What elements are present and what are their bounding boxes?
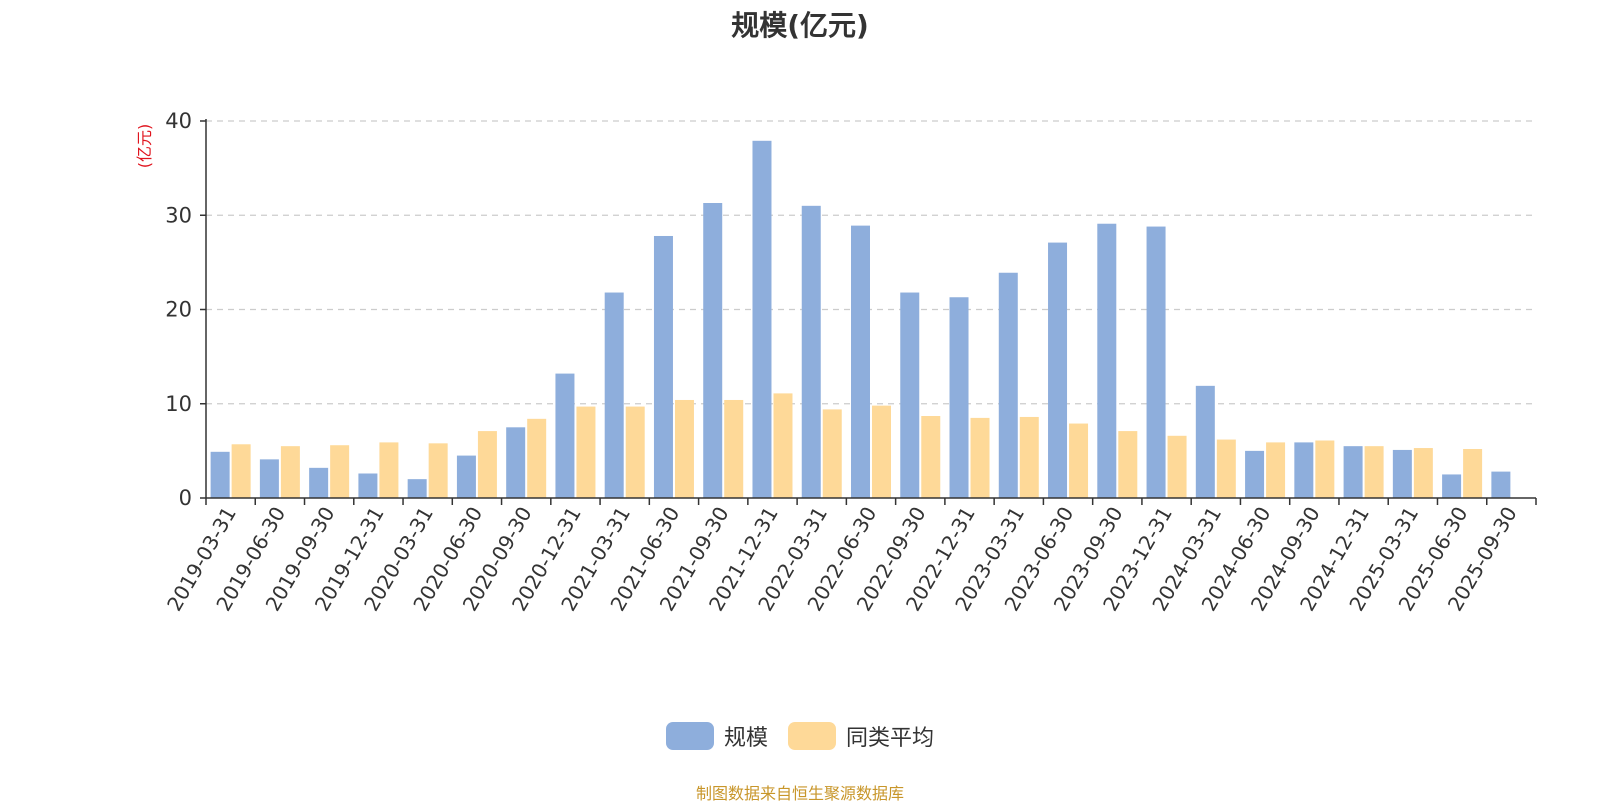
bar-peer-average xyxy=(280,446,300,498)
legend-item-scale[interactable]: 规模 xyxy=(665,720,768,752)
bar-scale xyxy=(309,467,329,498)
bar-peer-average xyxy=(1364,446,1384,498)
bar-scale xyxy=(259,459,279,498)
bar-peer-average xyxy=(477,431,497,498)
bar-peer-average xyxy=(822,409,842,498)
bar-peer-average xyxy=(625,406,645,498)
bar-scale xyxy=(604,292,624,498)
bar-peer-average xyxy=(674,399,694,498)
bar-peer-average xyxy=(576,406,596,498)
bar-scale xyxy=(653,235,673,499)
bar-scale xyxy=(1491,471,1511,498)
legend: 规模 同类平均 xyxy=(0,720,1600,752)
bar-peer-average xyxy=(921,416,941,498)
bar-scale xyxy=(1392,449,1412,498)
bar-peer-average xyxy=(1069,423,1089,498)
bar-peer-average xyxy=(527,418,547,498)
bar-peer-average xyxy=(1463,448,1483,498)
y-tick-label: 0 xyxy=(179,486,192,510)
bar-scale xyxy=(358,473,378,498)
bar-scale xyxy=(801,205,821,498)
bar-peer-average xyxy=(773,393,793,498)
bar-peer-average xyxy=(1167,435,1187,498)
bar-peer-average xyxy=(724,399,744,498)
legend-swatch-peer-average xyxy=(788,722,836,750)
footer-source: 制图数据来自恒生聚源数据库 xyxy=(695,784,904,803)
legend-swatch-scale xyxy=(665,722,714,750)
bar-scale xyxy=(1442,474,1462,498)
chart-title: 规模(亿元) xyxy=(731,9,869,42)
bar-peer-average xyxy=(1266,442,1286,498)
bar-chart: 010203040(亿元)2019-03-312019-06-302019-09… xyxy=(135,109,1537,615)
y-tick-label: 30 xyxy=(165,203,192,227)
bar-scale xyxy=(1245,450,1265,498)
legend-label-scale: 规模 xyxy=(723,726,768,751)
y-tick-label: 20 xyxy=(165,298,192,322)
y-axis-label: (亿元) xyxy=(135,124,154,169)
bar-scale xyxy=(703,202,723,498)
bar-peer-average xyxy=(1118,431,1138,498)
bar-peer-average xyxy=(1315,440,1335,498)
bar-scale xyxy=(1195,385,1215,498)
bar-peer-average xyxy=(1019,416,1039,498)
bar-scale xyxy=(900,292,920,498)
bar-scale xyxy=(456,455,476,498)
bar-peer-average xyxy=(872,405,891,498)
legend-label-peer-average: 同类平均 xyxy=(846,726,935,751)
bar-peer-average xyxy=(1413,448,1433,498)
bar-scale xyxy=(949,297,969,498)
bar-scale xyxy=(1343,446,1363,498)
bar-peer-average xyxy=(428,443,448,498)
y-tick-label: 10 xyxy=(165,392,192,416)
bar-scale xyxy=(851,225,870,498)
legend-item-peer-average[interactable]: 同类平均 xyxy=(788,720,934,752)
bar-peer-average xyxy=(1216,439,1236,498)
bar-scale xyxy=(1146,226,1166,498)
bar-scale xyxy=(555,373,575,498)
bar-scale xyxy=(506,427,526,498)
bar-peer-average xyxy=(330,445,350,498)
bar-peer-average xyxy=(970,417,990,498)
bar-scale xyxy=(752,140,772,499)
bar-scale xyxy=(210,451,230,498)
y-tick-label: 40 xyxy=(165,109,192,133)
bar-peer-average xyxy=(379,442,399,498)
bar-peer-average xyxy=(231,444,251,498)
bar-scale xyxy=(1097,223,1117,499)
bar-scale xyxy=(1294,442,1314,498)
bar-scale xyxy=(407,479,427,498)
bar-scale xyxy=(1048,242,1068,498)
bar-scale xyxy=(998,272,1018,498)
